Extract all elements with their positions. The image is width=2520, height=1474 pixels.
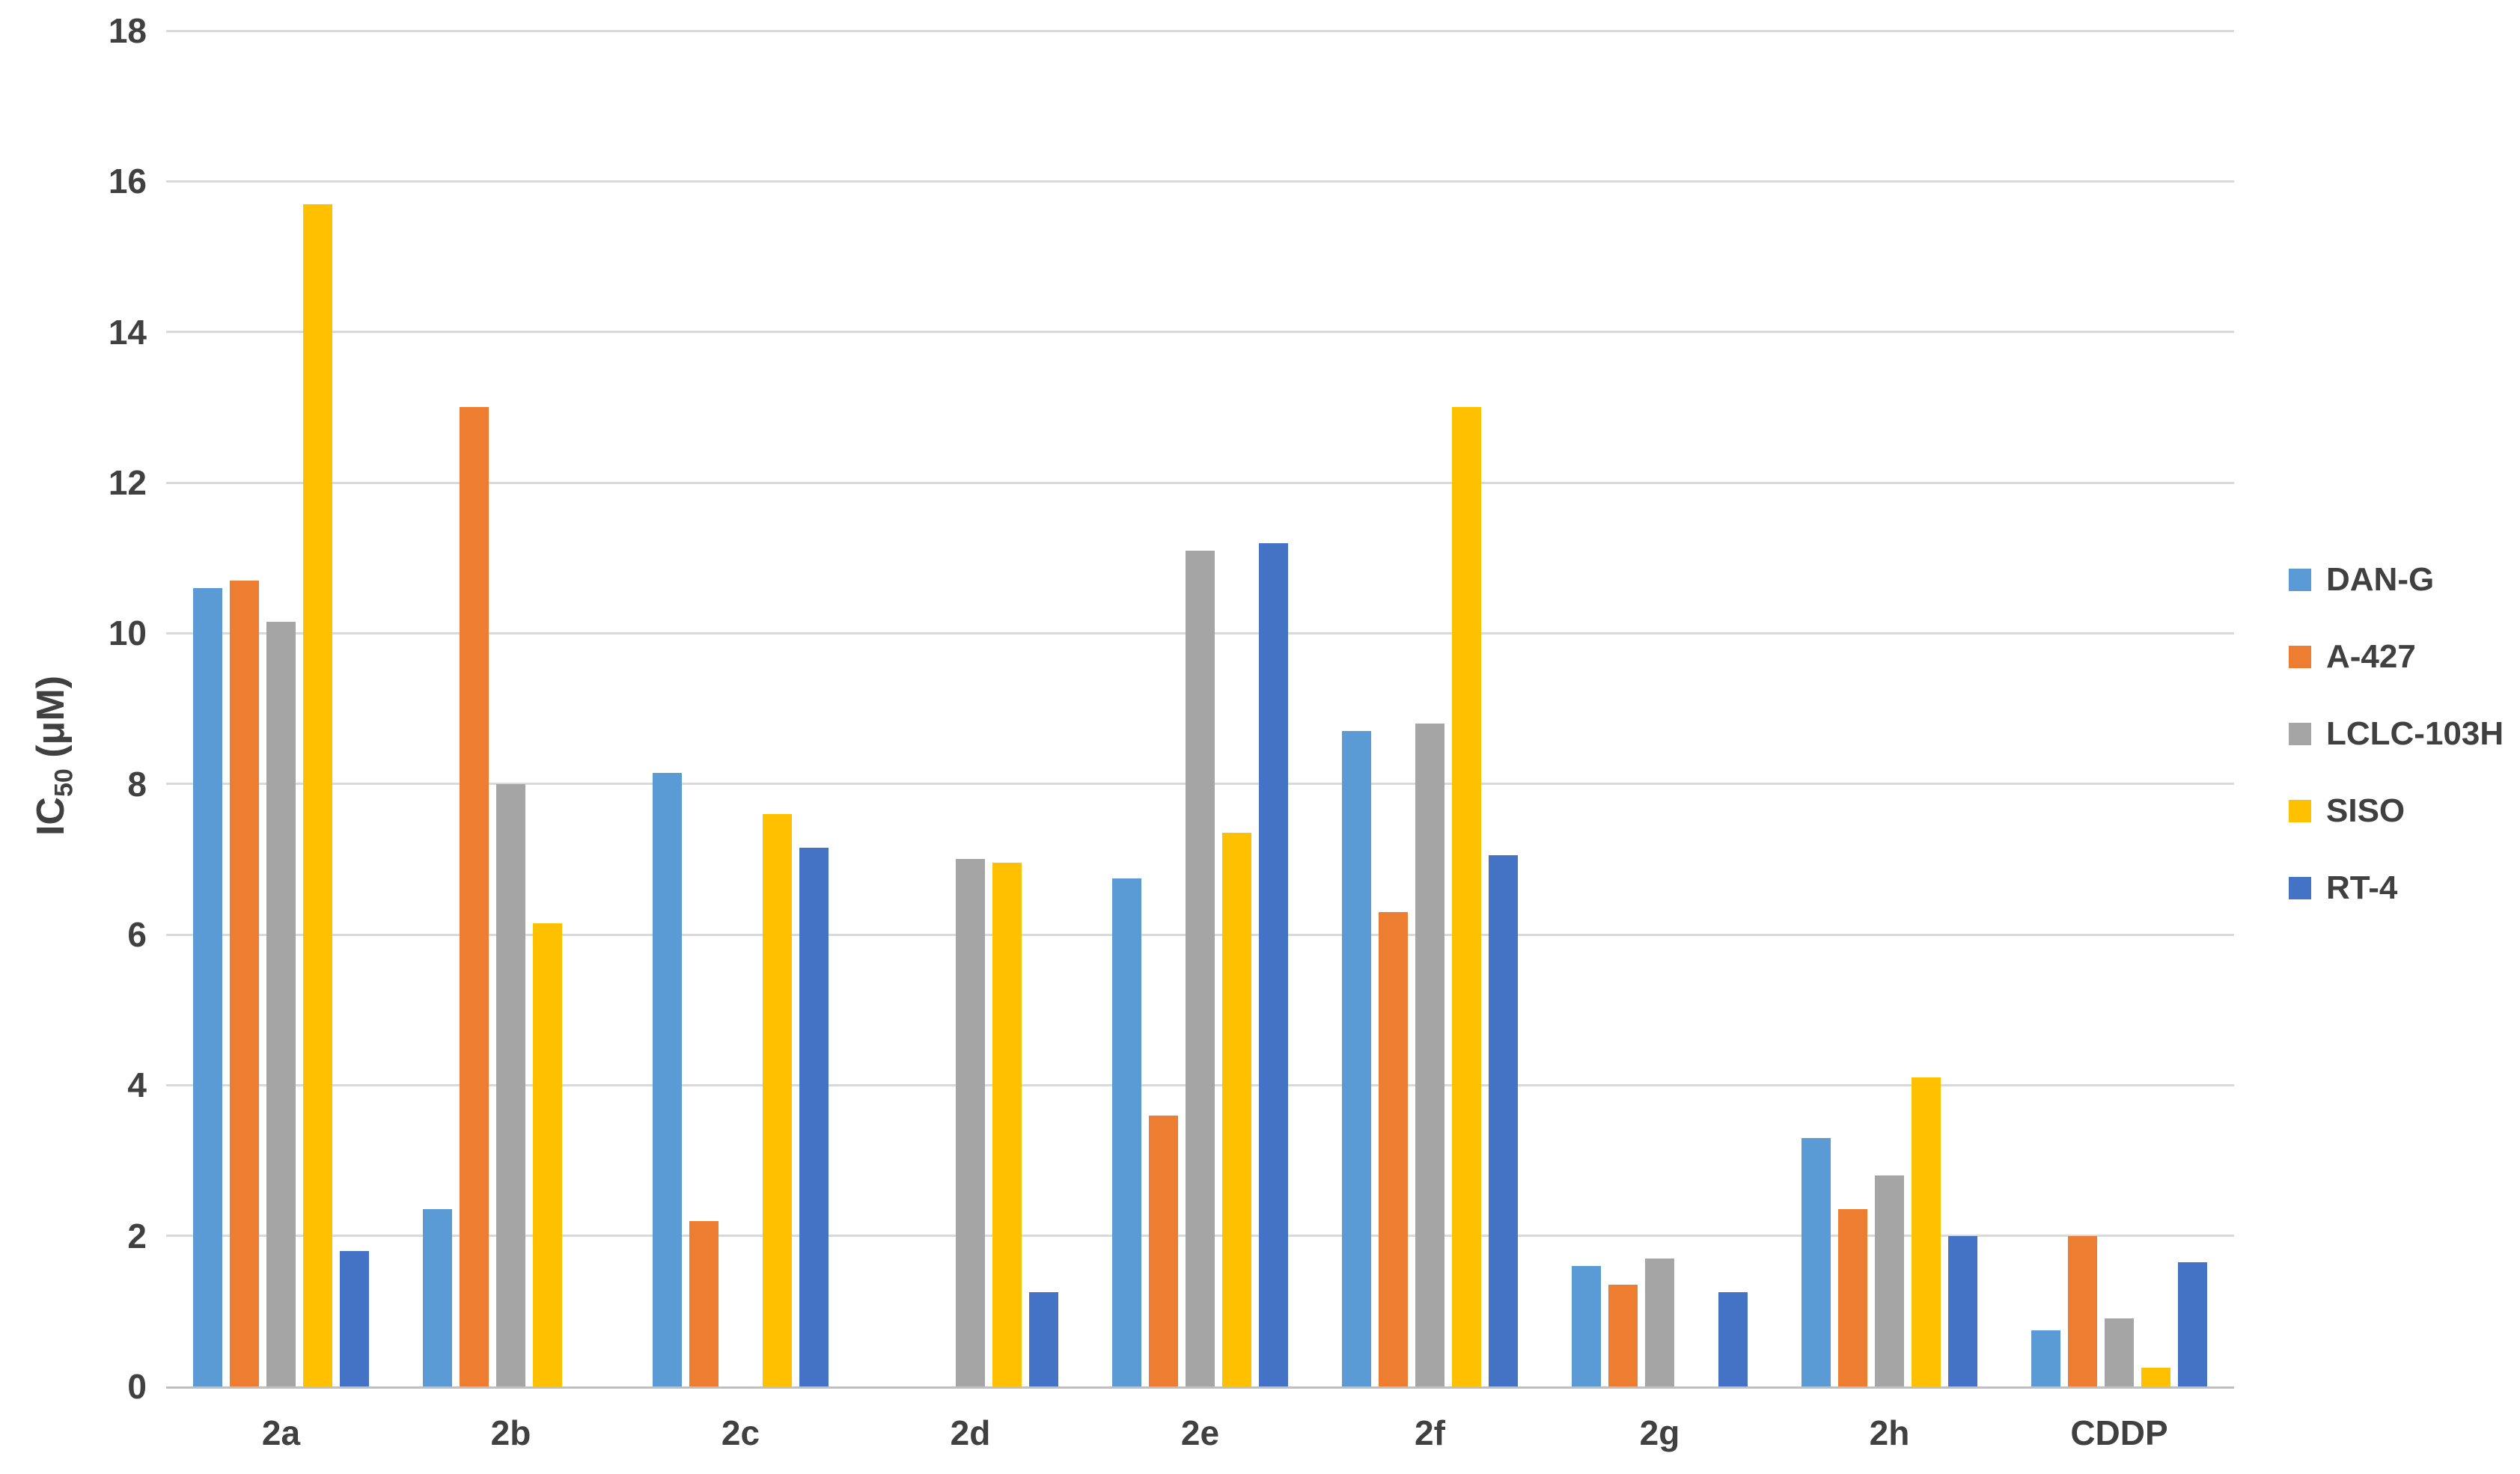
bar-2e-LCLC-103H [1186, 550, 1215, 1386]
bar-2h-A-427 [1838, 1209, 1867, 1386]
x-axis-labels: 2a 2b 2c 2d 2e 2f 2g 2h CDDP [166, 1413, 2234, 1453]
bar-2b-SISO [533, 923, 562, 1386]
legend-item-A-427: A-427 [2289, 638, 2504, 675]
x-category-label-2e: 2e [1180, 1413, 1220, 1452]
bar-2g-LCLC-103H [1645, 1258, 1674, 1386]
bar-CDDP-SISO [2141, 1367, 2170, 1386]
bar-group-2g [1545, 31, 1775, 1386]
bar-2d-LCLC-103H [956, 859, 985, 1386]
x-category-label-2c: 2c [721, 1413, 760, 1452]
bar-group-2c [626, 31, 855, 1386]
bar-group-2e [1085, 31, 1315, 1386]
bar-2b-DAN-G [423, 1209, 452, 1386]
bar-2c-RT-4 [799, 848, 829, 1386]
legend: DAN-G A-427 LCLC-103H SISO RT-4 [2289, 561, 2504, 906]
bar-2a-A-427 [230, 580, 259, 1386]
bar-2a-DAN-G [193, 587, 222, 1386]
bar-2f-A-427 [1379, 911, 1408, 1386]
legend-label: A-427 [2326, 638, 2416, 675]
legend-swatch-icon [2289, 800, 2311, 822]
y-tick-label-14: 14 [108, 312, 147, 352]
bar-2h-RT-4 [1948, 1235, 1977, 1386]
y-tick-label-10: 10 [108, 614, 147, 653]
bar-2h-LCLC-103H [1875, 1175, 1904, 1386]
bar-2e-RT-4 [1259, 542, 1288, 1386]
bar-2f-SISO [1452, 407, 1481, 1386]
bar-group-2f [1315, 31, 1545, 1386]
bar-2d-RT-4 [1029, 1292, 1058, 1386]
x-category-label-CDDP: CDDP [2070, 1413, 2168, 1452]
bar-CDDP-LCLC-103H [2105, 1318, 2134, 1386]
y-axis-tick-labels: 0 2 4 6 8 10 12 14 16 18 [0, 11, 147, 1406]
bar-2g-RT-4 [1718, 1292, 1748, 1386]
bar-2b-LCLC-103H [496, 783, 525, 1386]
legend-item-RT-4: RT-4 [2289, 869, 2504, 906]
legend-swatch-icon [2289, 877, 2311, 899]
bar-2g-DAN-G [1572, 1265, 1601, 1386]
bar-CDDP-A-427 [2068, 1235, 2097, 1386]
bar-2h-SISO [1912, 1077, 1941, 1386]
bar-2e-SISO [1222, 833, 1251, 1386]
x-category-label-2h: 2h [1869, 1413, 1910, 1452]
bar-2f-LCLC-103H [1415, 724, 1444, 1386]
y-tick-label-4: 4 [127, 1065, 147, 1105]
x-category-label-2g: 2g [1639, 1413, 1680, 1452]
bar-2f-RT-4 [1489, 855, 1518, 1386]
bar-2a-LCLC-103H [266, 622, 296, 1386]
x-category-label-2a: 2a [261, 1413, 301, 1452]
y-tick-label-2: 2 [127, 1216, 147, 1256]
y-tick-label-16: 16 [108, 162, 147, 201]
x-category-label-2f: 2f [1415, 1413, 1445, 1452]
bar-2h-DAN-G [1801, 1137, 1831, 1386]
legend-swatch-icon [2289, 569, 2311, 591]
bar-group-CDDP [2004, 31, 2234, 1386]
legend-label: LCLC-103H [2326, 715, 2504, 752]
y-tick-label-0: 0 [127, 1367, 147, 1406]
bar-2c-A-427 [689, 1220, 719, 1386]
bar-CDDP-RT-4 [2178, 1262, 2207, 1386]
bar-2b-A-427 [460, 407, 489, 1386]
legend-item-DAN-G: DAN-G [2289, 561, 2504, 598]
bar-group-2a [166, 31, 396, 1386]
y-tick-label-8: 8 [127, 764, 147, 804]
bar-2c-DAN-G [653, 772, 682, 1386]
bar-2a-RT-4 [340, 1250, 369, 1386]
y-tick-label-18: 18 [108, 11, 147, 50]
x-category-label-2d: 2d [950, 1413, 991, 1452]
bar-2d-SISO [992, 863, 1022, 1386]
bar-series-container [166, 31, 2234, 1386]
y-tick-label-12: 12 [108, 463, 147, 502]
bar-CDDP-DAN-G [2031, 1330, 2060, 1386]
bar-2e-DAN-G [1112, 878, 1141, 1386]
legend-label: DAN-G [2326, 561, 2435, 598]
bar-group-2h [1775, 31, 2004, 1386]
plot-area [166, 29, 2234, 1389]
legend-item-LCLC-103H: LCLC-103H [2289, 715, 2504, 752]
gridline-16 [166, 180, 2234, 183]
x-category-label-2b: 2b [490, 1413, 531, 1452]
bar-2a-SISO [303, 204, 332, 1386]
bar-2e-A-427 [1149, 1115, 1178, 1386]
legend-label: SISO [2326, 792, 2405, 829]
bar-2c-SISO [763, 813, 792, 1386]
bar-2g-A-427 [1608, 1285, 1638, 1386]
legend-item-SISO: SISO [2289, 792, 2504, 829]
gridline-12 [166, 481, 2234, 484]
bar-2f-DAN-G [1342, 731, 1371, 1386]
legend-swatch-icon [2289, 723, 2311, 745]
bar-group-2d [855, 31, 1085, 1386]
bar-group-2b [396, 31, 626, 1386]
gridline-14 [166, 331, 2234, 334]
gridline-18 [166, 29, 2234, 32]
legend-swatch-icon [2289, 646, 2311, 668]
legend-label: RT-4 [2326, 869, 2398, 906]
y-tick-label-6: 6 [127, 915, 147, 954]
